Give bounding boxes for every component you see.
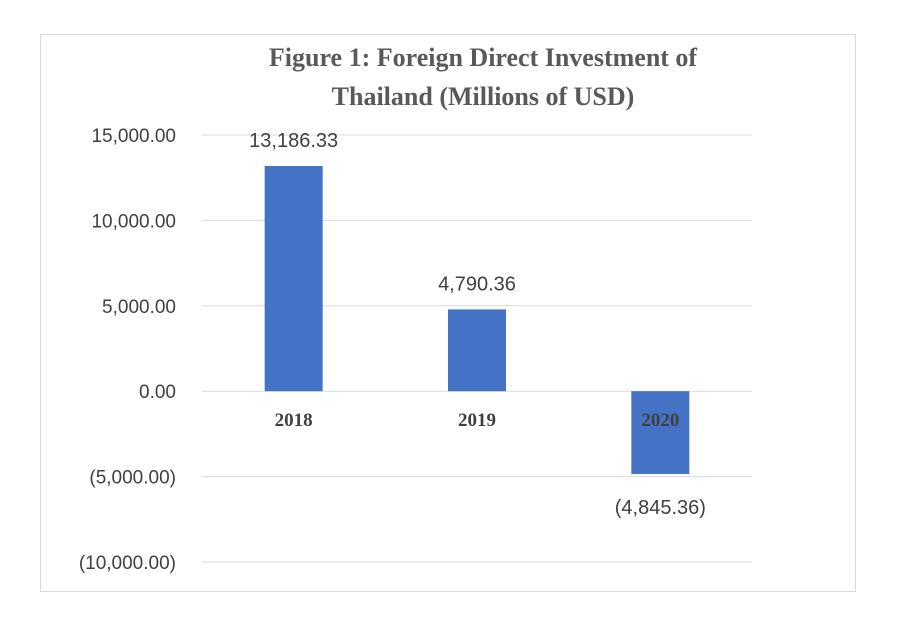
data-labels: 13,186.33 4,790.36 (4,845.36): [249, 130, 706, 519]
x-category-label: 2018: [275, 410, 313, 431]
y-tick-label: 10,000.00: [91, 211, 176, 232]
y-tick-label: 5,000.00: [102, 297, 176, 318]
bar-2020: [631, 391, 690, 474]
data-label-2018: 13,186.33: [249, 130, 338, 152]
y-tick-label: 0.00: [139, 382, 176, 403]
bar-2018: [264, 165, 323, 392]
x-category-label: 2019: [458, 410, 496, 431]
data-label-2019: 4,790.36: [438, 273, 516, 295]
bar-2019: [448, 309, 506, 392]
y-tick-label: 15,000.00: [91, 126, 176, 147]
y-tick-label: (10,000.00): [79, 553, 176, 574]
y-axis-ticks: 15,000.00 10,000.00 5,000.00 0.00 (5,000.00)…: [79, 126, 176, 574]
data-label-2020: (4,845.36): [615, 497, 706, 519]
bars: [264, 165, 690, 474]
chart-title-line-2: Thailand (Millions of USD): [332, 82, 635, 111]
x-category-label: 2020: [641, 410, 679, 431]
category-labels: 2018 2019 2020: [275, 410, 680, 431]
y-tick-label: (5,000.00): [89, 468, 176, 489]
chart-title-line-1: Figure 1: Foreign Direct Investment of: [269, 43, 698, 72]
